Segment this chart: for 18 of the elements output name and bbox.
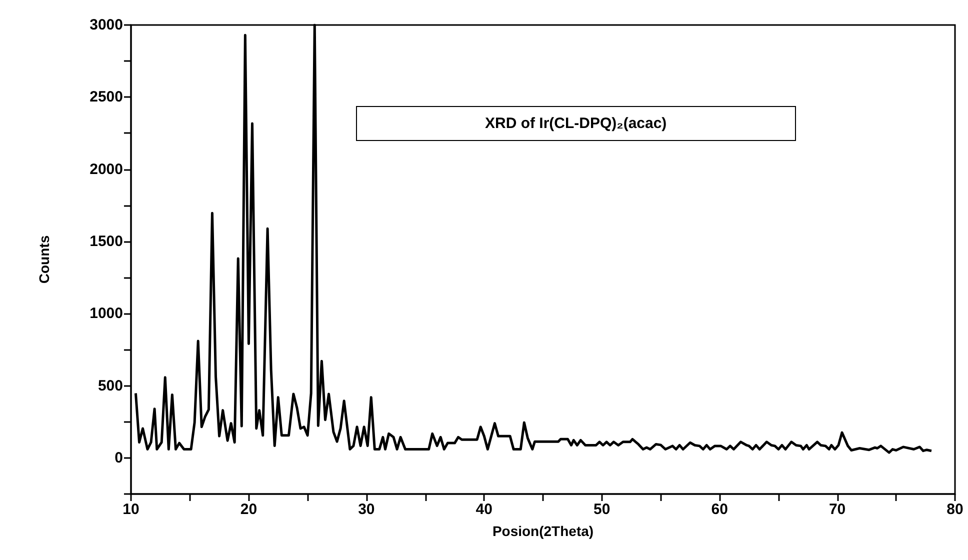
y-tick-label: 500	[98, 377, 123, 394]
y-tick-label: 1500	[90, 232, 123, 250]
x-tick-label: 80	[946, 501, 964, 518]
text: XRD of Ir(CL-DPQ)₂(acac)	[485, 115, 667, 132]
x-axis-title: Posion(2Theta)	[492, 523, 594, 539]
x-tick-label: 20	[240, 501, 258, 518]
x-tick-label: 70	[828, 501, 846, 518]
x-tick-label: 40	[476, 501, 492, 518]
y-axis-title: Counts	[36, 235, 52, 284]
y-tick-label: 0	[114, 449, 123, 466]
y-tick-label: 1000	[90, 305, 123, 322]
x-tick-label: 30	[358, 501, 375, 518]
x-tick-label: 60	[711, 501, 728, 518]
x-tick-label: 50	[594, 501, 610, 518]
y-tick-label: 2500	[90, 88, 123, 106]
y-tick-label: 3000	[90, 16, 123, 34]
y-tick-label: 2000	[90, 160, 123, 178]
x-tick-label: 10	[122, 501, 140, 518]
